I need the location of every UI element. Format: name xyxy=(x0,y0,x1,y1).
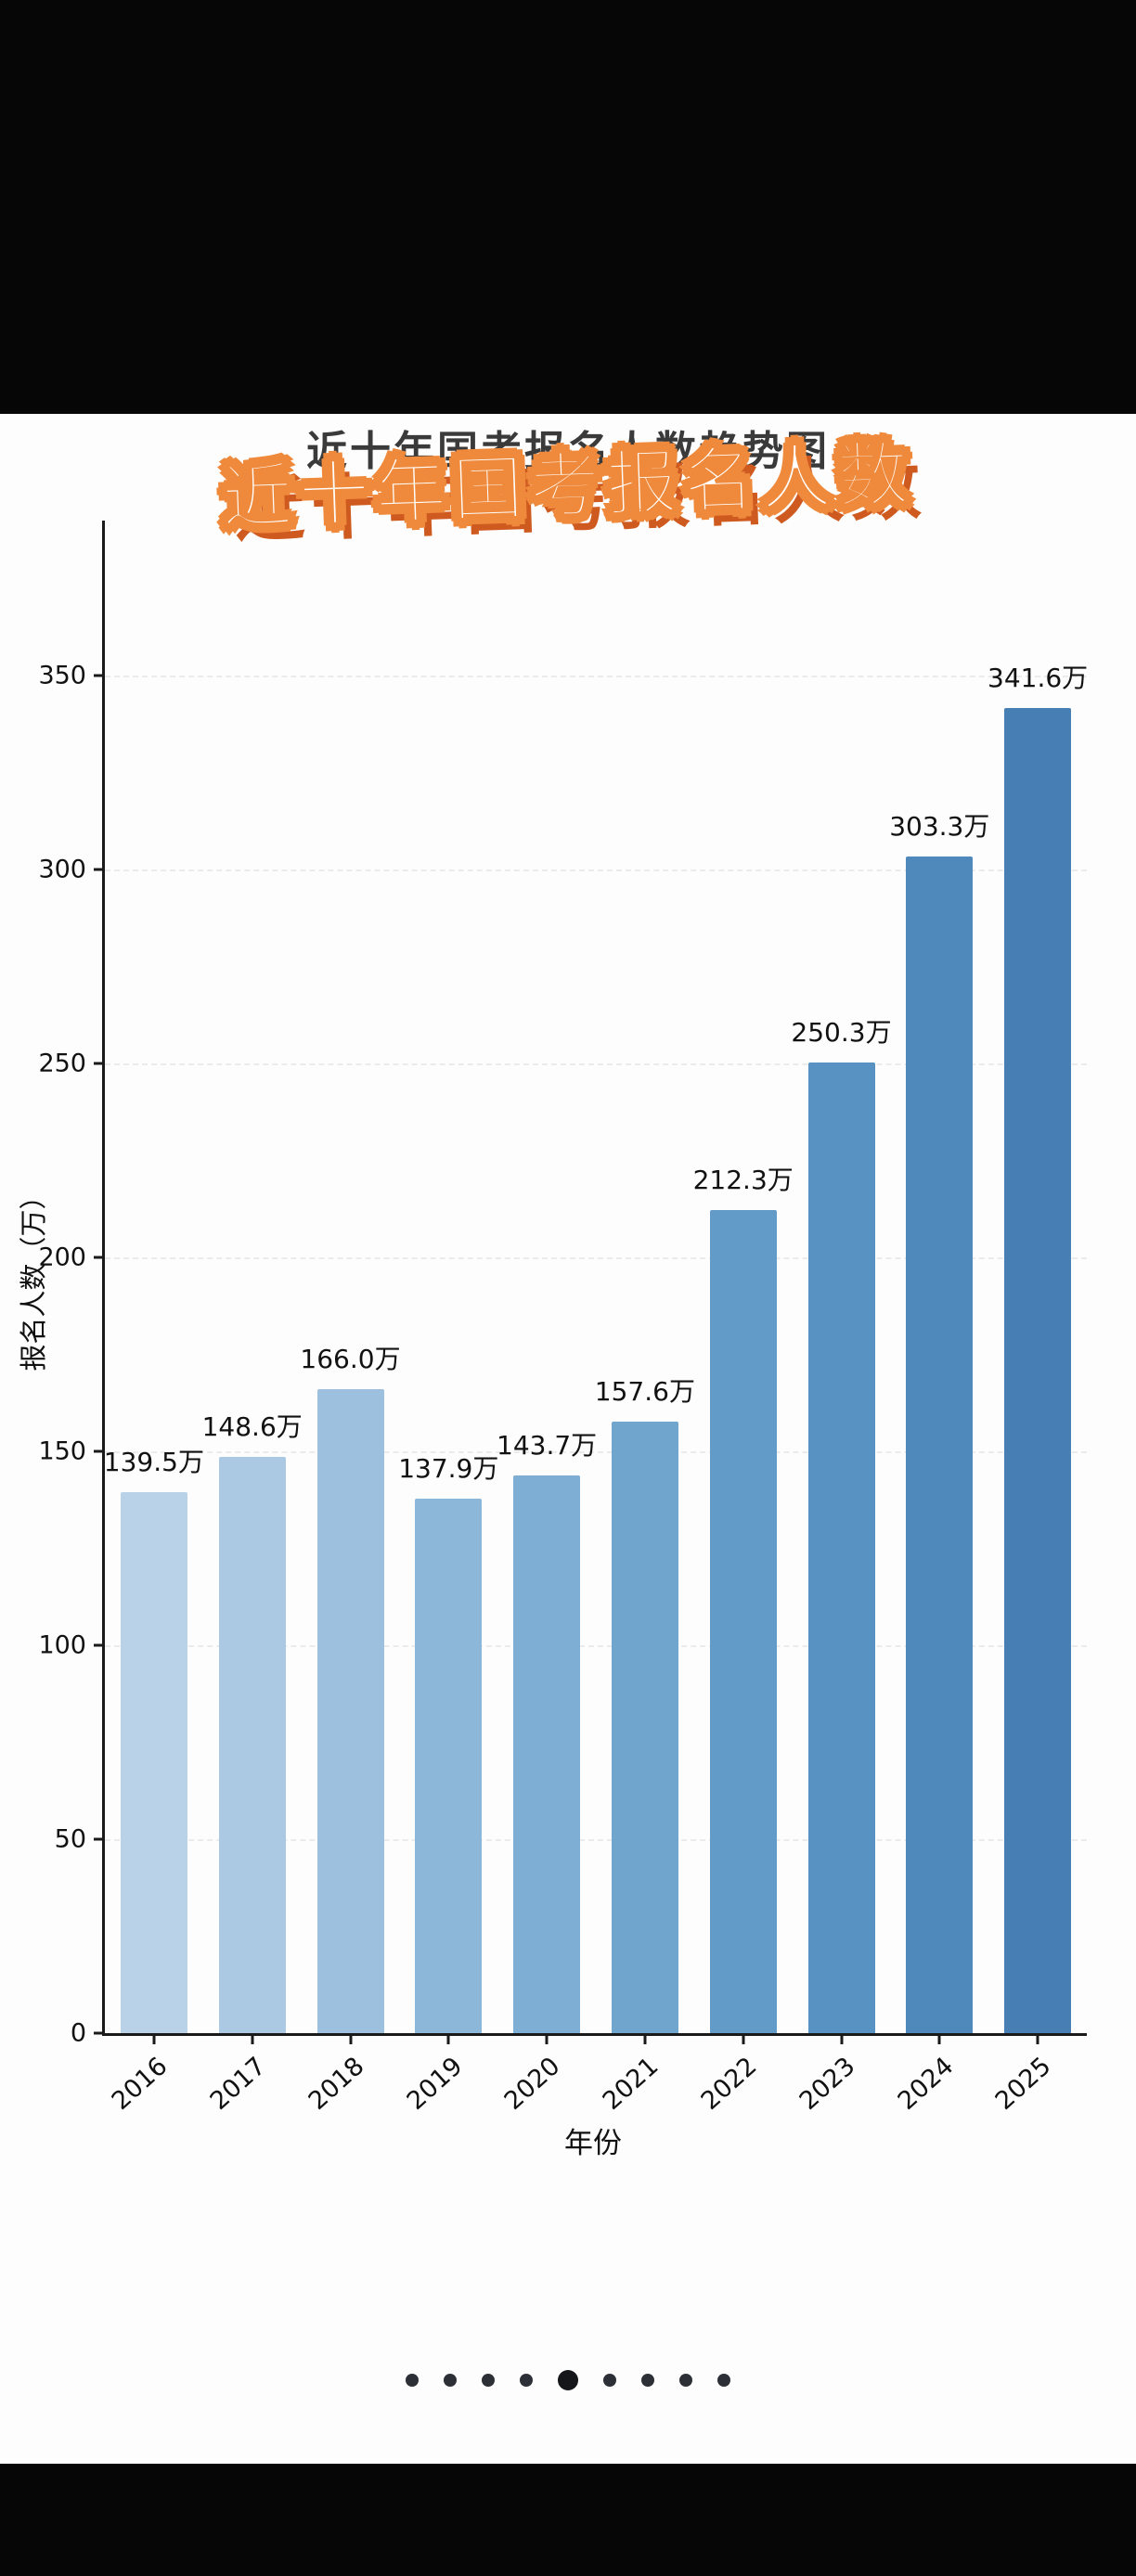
bar-2022 xyxy=(709,1209,777,2033)
x-tick-label: 2017 xyxy=(204,2052,272,2117)
bar-value-label: 250.3万 xyxy=(791,1016,892,1048)
background-title: 近十年国考报名人数趋势图 xyxy=(306,428,830,475)
y-tick-mark xyxy=(94,1643,105,1647)
carousel-dot-3[interactable] xyxy=(482,2374,495,2387)
x-tick-mark xyxy=(152,2033,156,2044)
carousel-dot-6[interactable] xyxy=(603,2374,616,2387)
bar-2021 xyxy=(611,1422,678,2033)
bottom-letterbox xyxy=(0,2464,1136,2576)
bar-2020 xyxy=(513,1475,581,2033)
x-tick-label: 2016 xyxy=(106,2052,174,2117)
y-tick-label: 200 xyxy=(38,1243,86,1272)
y-tick-mark xyxy=(94,674,105,677)
gridline xyxy=(105,676,1087,678)
x-tick-label: 2021 xyxy=(597,2052,665,2117)
bar-value-label: 341.6万 xyxy=(988,663,1089,694)
gridline xyxy=(105,1645,1087,1648)
carousel-dot-1[interactable] xyxy=(406,2374,419,2387)
y-tick-label: 100 xyxy=(38,1630,86,1660)
plot-area: 0 50 100 150 200 250 300 350 139.5万 2016 148.6万 201… xyxy=(38,521,1089,2116)
top-letterbox xyxy=(0,0,1136,414)
gridline xyxy=(105,1257,1087,1260)
bar-2024 xyxy=(906,857,974,2033)
bar-value-label: 166.0万 xyxy=(300,1344,401,1375)
bar-value-label: 143.7万 xyxy=(497,1430,598,1462)
y-tick-mark xyxy=(94,1837,105,1841)
x-tick-mark xyxy=(545,2033,549,2044)
bar-value-label: 137.9万 xyxy=(398,1452,499,1484)
carousel-indicator xyxy=(0,2370,1136,2390)
x-tick-mark xyxy=(1036,2033,1039,2044)
y-tick-mark xyxy=(94,868,105,871)
carousel-dot-8[interactable] xyxy=(679,2374,692,2387)
carousel-dot-2[interactable] xyxy=(444,2374,457,2387)
y-tick-label: 50 xyxy=(54,1824,86,1854)
y-tick-label: 300 xyxy=(38,855,86,884)
bar-2016 xyxy=(120,1491,187,2033)
x-tick-label: 2020 xyxy=(499,2052,566,2117)
gridline xyxy=(105,1063,1087,1066)
bar-2018 xyxy=(316,1389,384,2033)
bar-value-label: 212.3万 xyxy=(692,1164,794,1195)
y-tick-mark xyxy=(94,2031,105,2035)
bar-2023 xyxy=(807,1062,875,2033)
x-tick-mark xyxy=(840,2033,843,2044)
y-tick-mark xyxy=(94,1062,105,1065)
x-tick-label: 2025 xyxy=(990,2052,1057,2117)
chart-card: 近十年国考报名人数趋势图 近十年国考报名人数 报名人数（万） 0 50 100 150… xyxy=(0,414,1136,2464)
bar-2019 xyxy=(415,1498,483,2033)
y-tick-label: 0 xyxy=(70,2018,86,2048)
x-tick-mark xyxy=(742,2033,745,2044)
bar-2017 xyxy=(218,1456,286,2033)
y-tick-mark xyxy=(94,1449,105,1453)
y-axis-title: 报名人数（万） xyxy=(18,1182,49,1372)
x-tick-mark xyxy=(446,2033,450,2044)
y-tick-label: 250 xyxy=(38,1049,86,1078)
bar-value-label: 303.3万 xyxy=(889,811,990,843)
y-tick-label: 150 xyxy=(38,1436,86,1466)
bar-value-label: 148.6万 xyxy=(201,1410,303,1442)
bar-2025 xyxy=(1004,708,1072,2033)
x-axis-title: 年份 xyxy=(564,2127,622,2160)
bar-value-label: 139.5万 xyxy=(103,1446,204,1477)
x-tick-mark xyxy=(251,2033,254,2044)
gridline xyxy=(105,869,1087,872)
title-area: 近十年国考报名人数趋势图 近十年国考报名人数 xyxy=(0,414,1136,562)
x-tick-label: 2022 xyxy=(695,2052,763,2117)
bar-value-label: 157.6万 xyxy=(594,1376,695,1408)
x-tick-label: 2024 xyxy=(892,2052,960,2117)
x-tick-mark xyxy=(643,2033,647,2044)
gridline xyxy=(105,1839,1087,1842)
x-tick-label: 2018 xyxy=(303,2052,370,2117)
x-tick-label: 2019 xyxy=(401,2052,469,2117)
carousel-dot-5[interactable] xyxy=(558,2370,578,2390)
x-tick-label: 2023 xyxy=(794,2052,861,2117)
y-tick-label: 350 xyxy=(38,661,86,690)
carousel-dot-4[interactable] xyxy=(520,2374,533,2387)
x-tick-mark xyxy=(349,2033,352,2044)
y-tick-mark xyxy=(94,1256,105,1259)
gridline xyxy=(105,1451,1087,1454)
x-tick-mark xyxy=(937,2033,941,2044)
carousel-dot-7[interactable] xyxy=(641,2374,654,2387)
carousel-dot-9[interactable] xyxy=(717,2374,730,2387)
